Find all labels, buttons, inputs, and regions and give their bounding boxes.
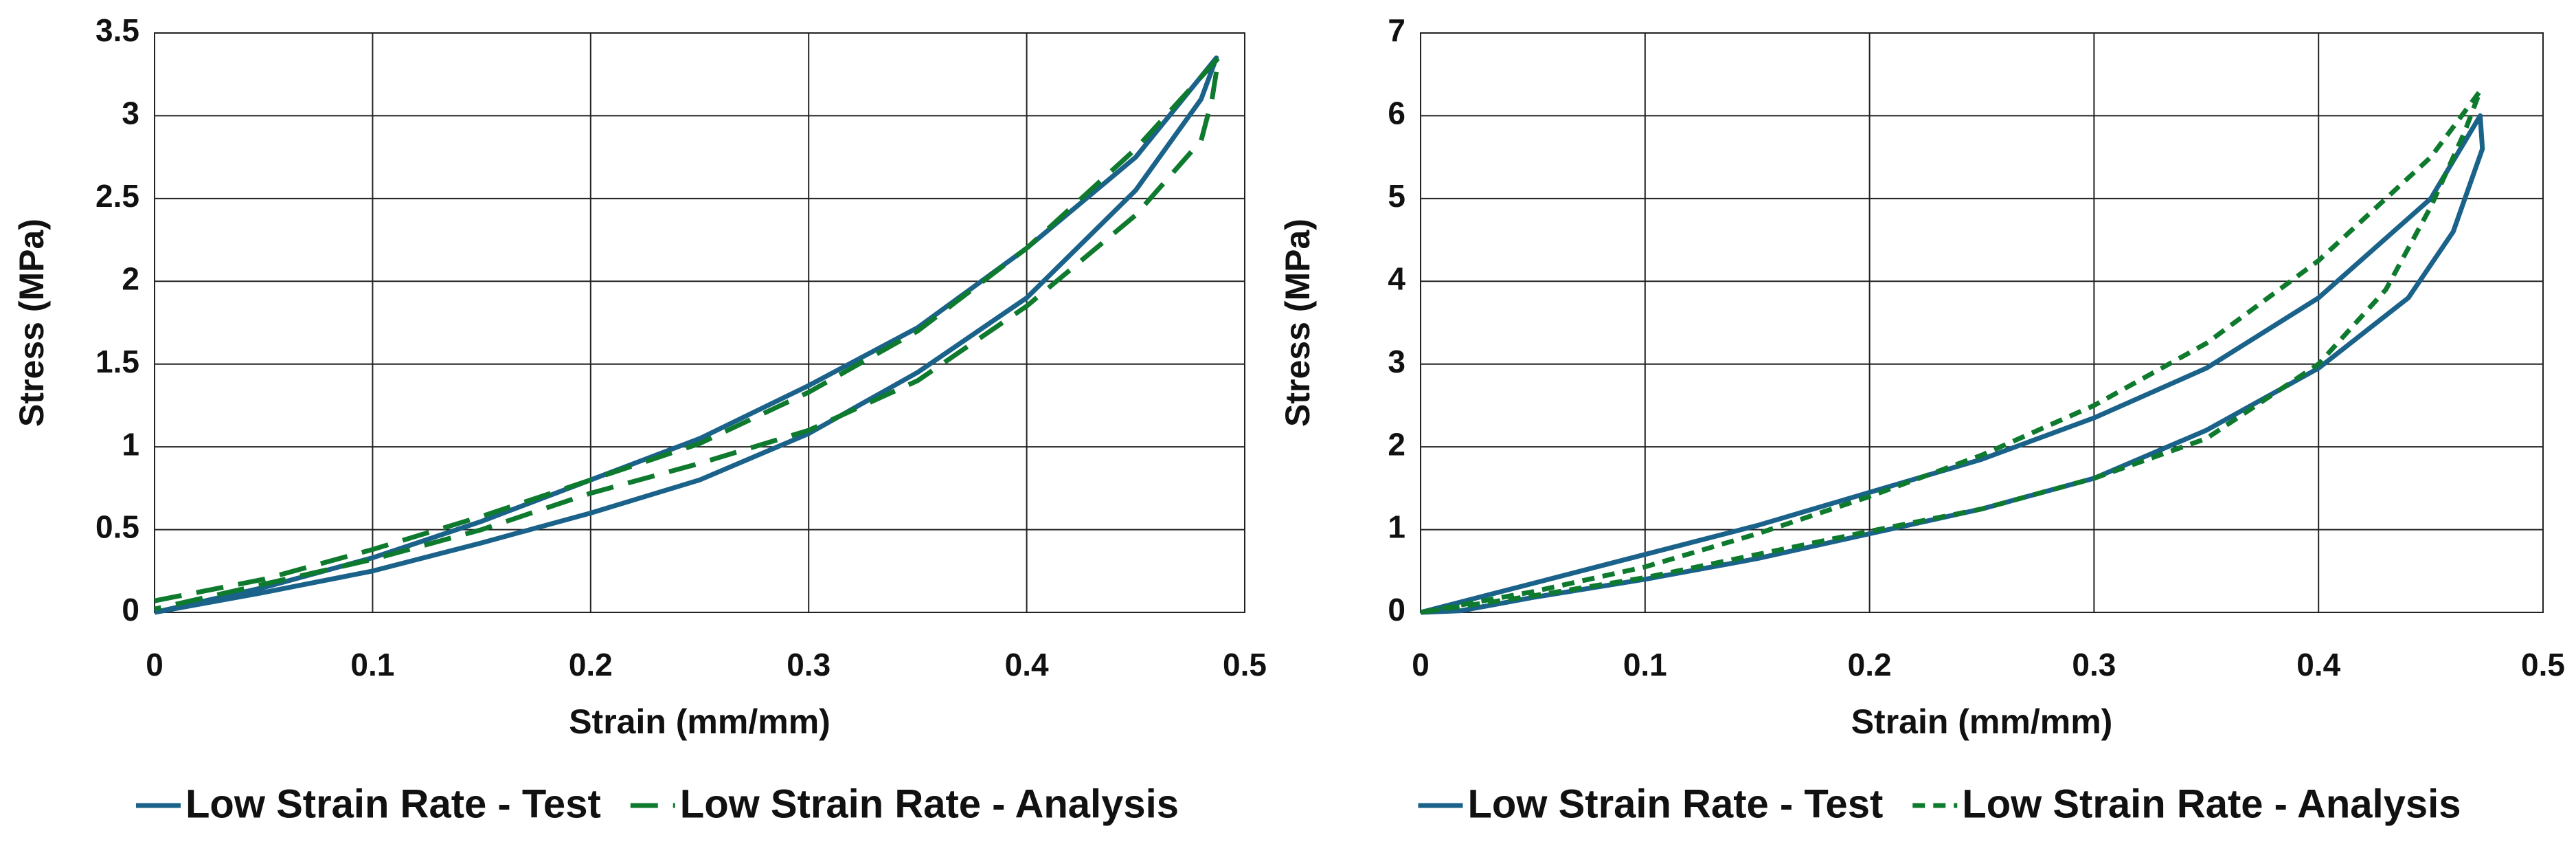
y-tick-label: 6 bbox=[1388, 96, 1405, 131]
legend-label: Low Strain Rate - Test bbox=[1467, 781, 1883, 826]
y-tick-label: 3.5 bbox=[95, 12, 139, 48]
y-tick-label: 2 bbox=[1388, 426, 1405, 462]
y-tick-label: 0.5 bbox=[95, 509, 139, 545]
x-tick-label: 0.4 bbox=[1005, 647, 1049, 682]
x-tick-label: 0.4 bbox=[2296, 647, 2340, 682]
x-tick-label: 0.1 bbox=[1623, 647, 1667, 682]
x-tick-label: 0 bbox=[1412, 647, 1430, 682]
plot-border bbox=[154, 32, 1245, 613]
y-tick-label: 1 bbox=[122, 426, 139, 462]
y-tick-label: 3 bbox=[1388, 344, 1405, 379]
x-tick-label: 0.2 bbox=[569, 647, 613, 682]
x-tick-label: 0.5 bbox=[1223, 647, 1267, 682]
x-tick-label: 0.3 bbox=[2072, 647, 2116, 682]
x-tick-label: 0.2 bbox=[1848, 647, 1892, 682]
x-tick-label: 0.1 bbox=[350, 647, 394, 682]
x-axis-title: Strain (mm/mm) bbox=[569, 702, 831, 741]
x-tick-label: 0.5 bbox=[2521, 647, 2565, 682]
legend-label: Low Strain Rate - Analysis bbox=[680, 781, 1179, 826]
y-tick-label: 4 bbox=[1388, 260, 1405, 296]
y-tick-label: 7 bbox=[1388, 12, 1405, 48]
y-tick-label: 3 bbox=[122, 96, 139, 131]
x-tick-label: 0 bbox=[146, 647, 163, 682]
x-tick-label: 0.3 bbox=[787, 647, 831, 682]
series-line bbox=[1420, 88, 2483, 615]
legend-label: Low Strain Rate - Test bbox=[185, 781, 601, 826]
legend-label: Low Strain Rate - Analysis bbox=[1962, 781, 2461, 826]
x-axis-title: Strain (mm/mm) bbox=[1851, 702, 2113, 741]
series-line bbox=[1420, 113, 2485, 615]
y-axis-title: Stress (MPa) bbox=[12, 219, 51, 427]
y-tick-label: 2.5 bbox=[95, 178, 139, 214]
y-tick-label: 1.5 bbox=[95, 344, 139, 379]
y-tick-label: 1 bbox=[1388, 509, 1405, 545]
y-axis-title: Stress (MPa) bbox=[1278, 219, 1317, 427]
y-tick-label: 0 bbox=[122, 592, 139, 628]
series-line bbox=[154, 55, 1221, 612]
y-tick-label: 2 bbox=[122, 260, 139, 296]
y-tick-label: 0 bbox=[1388, 592, 1405, 628]
y-tick-label: 5 bbox=[1388, 178, 1405, 214]
plot-border bbox=[1420, 32, 2544, 613]
